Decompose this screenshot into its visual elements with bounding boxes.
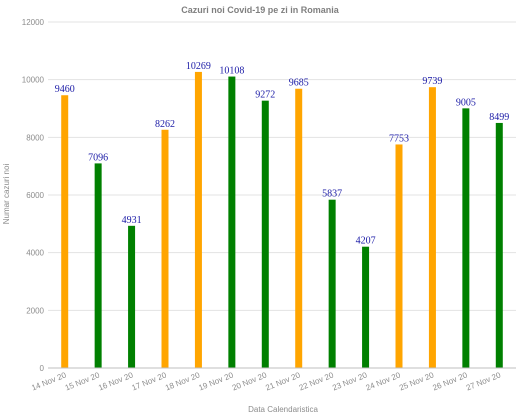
y-tick-label: 10000 bbox=[22, 76, 45, 85]
bar bbox=[94, 163, 102, 368]
gridlines bbox=[48, 21, 516, 311]
x-tick-label: 21 Nov 20 bbox=[264, 370, 302, 392]
x-axis-label: Data Calendaristica bbox=[248, 405, 318, 414]
data-label: 10108 bbox=[219, 66, 244, 77]
x-tick-label: 24 Nov 20 bbox=[365, 370, 403, 392]
data-label: 4207 bbox=[356, 236, 376, 247]
x-tick-label: 22 Nov 20 bbox=[298, 370, 336, 392]
bar bbox=[161, 129, 169, 368]
bar bbox=[428, 87, 436, 368]
y-tick-label: 8000 bbox=[26, 133, 44, 142]
bar bbox=[462, 108, 470, 368]
x-tick-label: 20 Nov 20 bbox=[231, 370, 269, 392]
x-tick-label: 27 Nov 20 bbox=[465, 370, 503, 392]
x-tick-label: 26 Nov 20 bbox=[431, 370, 469, 392]
data-label: 8499 bbox=[489, 112, 509, 123]
chart-title: Cazuri noi Covid-19 pe zi in Romania bbox=[181, 5, 340, 15]
data-label: 9685 bbox=[289, 78, 309, 89]
data-label: 9739 bbox=[422, 76, 442, 87]
bar bbox=[128, 225, 136, 368]
x-tick-label: 16 Nov 20 bbox=[97, 370, 135, 392]
y-axis-ticks: 0 2000 4000 6000 8000 10000 12000 bbox=[22, 18, 45, 373]
bar bbox=[362, 246, 370, 368]
x-tick-label: 17 Nov 20 bbox=[131, 370, 169, 392]
x-tick-label: 15 Nov 20 bbox=[64, 370, 102, 392]
y-axis-label: Numar cazuri noi bbox=[2, 164, 11, 225]
bar bbox=[495, 122, 503, 369]
y-tick-label: 0 bbox=[40, 364, 45, 373]
bar bbox=[194, 71, 202, 369]
x-tick-label: 25 Nov 20 bbox=[398, 370, 436, 392]
bar bbox=[328, 199, 336, 368]
data-label: 8262 bbox=[155, 119, 175, 130]
data-labels: 9460 7096 4931 8262 10269 10108 9272 9685 5837 42… bbox=[55, 61, 510, 247]
x-tick-label: 23 Nov 20 bbox=[331, 370, 369, 392]
bar bbox=[261, 100, 269, 368]
bar bbox=[61, 95, 69, 368]
bar bbox=[395, 144, 403, 368]
x-tick-label: 19 Nov 20 bbox=[197, 370, 235, 392]
y-tick-label: 2000 bbox=[26, 306, 44, 315]
data-label: 9005 bbox=[456, 97, 476, 108]
bars bbox=[61, 71, 503, 369]
y-tick-label: 12000 bbox=[22, 18, 45, 27]
data-label: 4931 bbox=[122, 215, 142, 226]
x-tick-label: 18 Nov 20 bbox=[164, 370, 202, 392]
y-tick-label: 6000 bbox=[26, 191, 44, 200]
data-label: 9460 bbox=[55, 84, 75, 95]
x-tick-label: 14 Nov 20 bbox=[30, 370, 68, 392]
data-label: 10269 bbox=[186, 61, 211, 72]
bar bbox=[295, 88, 303, 368]
data-label: 9272 bbox=[255, 90, 275, 101]
data-label: 7753 bbox=[389, 133, 409, 144]
data-label: 5837 bbox=[322, 189, 342, 200]
bar bbox=[228, 76, 236, 368]
y-tick-label: 4000 bbox=[26, 249, 44, 258]
data-label: 7096 bbox=[88, 152, 108, 163]
